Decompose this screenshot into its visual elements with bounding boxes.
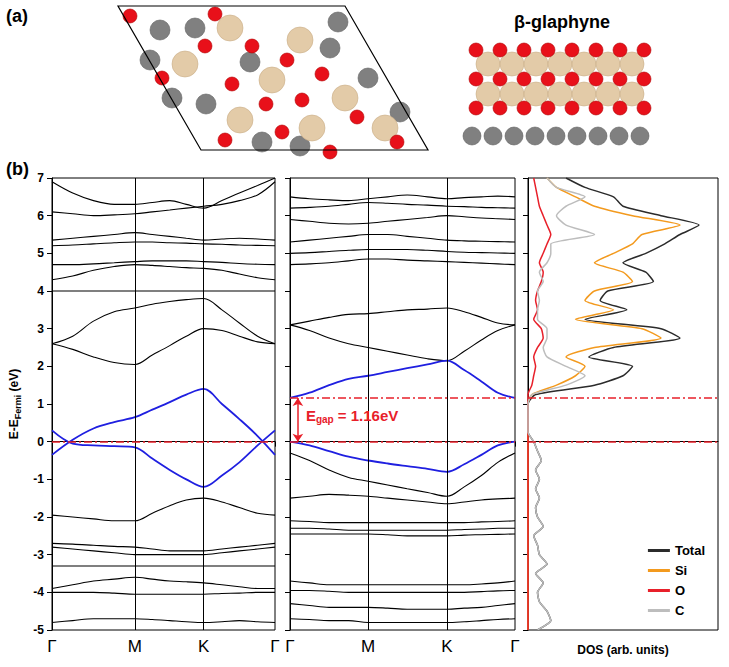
svg-text:M: M [361,637,375,656]
svg-text:C: C [675,603,685,618]
svg-text:6: 6 [37,209,44,223]
svg-text:-5: -5 [33,623,44,637]
svg-text:4: 4 [37,284,44,298]
svg-text:-3: -3 [33,548,44,562]
svg-text:(eV): (eV) [7,369,21,395]
svg-text:O: O [675,583,685,598]
svg-text:Γ: Γ [270,637,279,656]
svg-text:(b): (b) [6,159,29,179]
svg-text:7: 7 [37,171,44,185]
svg-text:K: K [441,637,453,656]
svg-text:1: 1 [37,397,44,411]
svg-text:-4: -4 [33,585,44,599]
svg-text:Fermi: Fermi [13,395,23,420]
svg-text:DOS (arb. units): DOS (arb. units) [577,643,668,657]
svg-text:Si: Si [675,563,687,578]
svg-text:M: M [128,637,142,656]
svg-text:3: 3 [37,322,44,336]
svg-text:E: E [306,407,316,424]
svg-text:Γ: Γ [510,637,519,656]
svg-text:Γ: Γ [285,637,294,656]
svg-text:-2: -2 [33,510,44,524]
svg-text:β-glaphyne: β-glaphyne [514,12,610,32]
svg-text:= 1.16eV: = 1.16eV [334,407,399,424]
svg-text:Total: Total [675,543,705,558]
svg-text:K: K [198,637,210,656]
svg-text:0: 0 [37,435,44,449]
svg-text:5: 5 [37,246,44,260]
svg-text:-1: -1 [33,472,44,486]
svg-text:2: 2 [37,359,44,373]
svg-text:Γ: Γ [47,637,56,656]
svg-text:gap: gap [316,414,334,425]
svg-text:E-E: E-E [7,419,21,439]
svg-text:(a): (a) [6,6,28,26]
